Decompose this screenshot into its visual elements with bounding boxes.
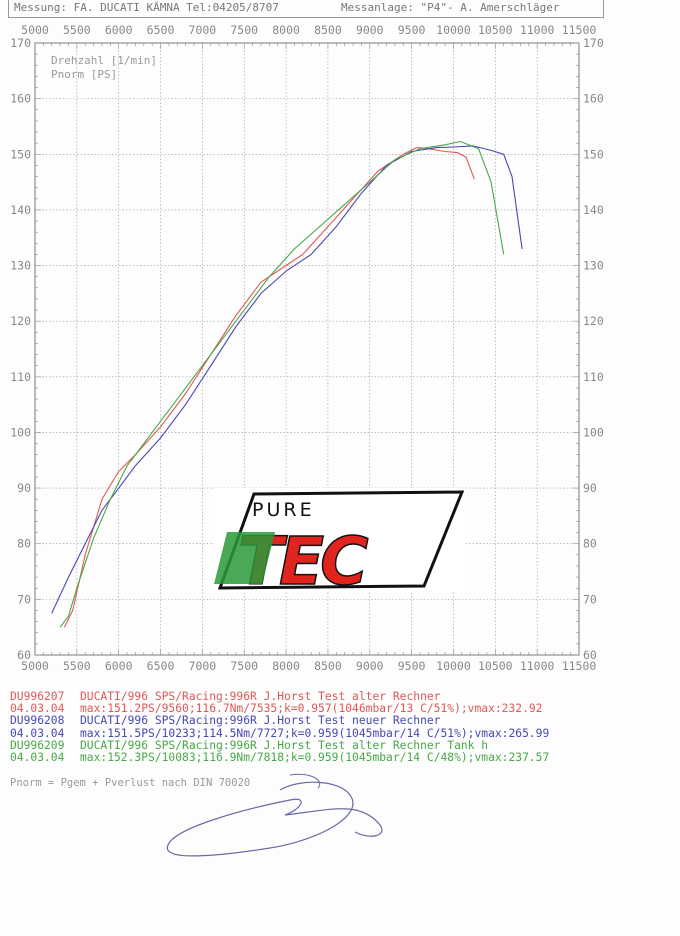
header-measurement: Messung: FA. DUCATI KÄMNA Tel:04205/8707: [14, 1, 279, 14]
logo-top-text: PURE: [252, 499, 315, 521]
x-tick-label-bottom: 9000: [356, 659, 384, 673]
y-tick-label-right: 90: [583, 481, 597, 495]
x-tick-label-bottom: 9500: [398, 659, 426, 673]
x-tick-label-top: 11500: [562, 23, 597, 37]
legend-row-title: DU996207 DUCATI/996 SPS/Racing:996R J.Hor…: [10, 690, 670, 703]
x-tick-label-bottom: 5000: [21, 659, 49, 673]
y-axis-label: Pnorm [PS]: [51, 68, 117, 81]
y-tick-label-left: 150: [10, 147, 31, 161]
x-tick-label-bottom: 7500: [230, 659, 258, 673]
x-tick-label-bottom: 8500: [314, 659, 342, 673]
x-tick-label-top: 11000: [520, 23, 555, 37]
legend-row-title: DU996209 DUCATI/996 SPS/Racing:996R J.Hor…: [10, 738, 670, 752]
legend-stats: max:151.2PS/9560;116.7Nm/7535;k=0.957(10…: [80, 702, 543, 716]
series-line-DU996209: [59, 140, 505, 628]
pure-tec-logo: PURE TEC: [214, 488, 466, 592]
y-tick-label-right: 160: [583, 92, 604, 106]
footnote: Pnorm = Pgem + Pverlust nach DIN 70020: [10, 777, 251, 789]
legend-code: DU996209: [10, 738, 65, 752]
y-tick-label-right: 170: [583, 36, 604, 50]
plot-frame: [34, 42, 580, 656]
x-tick-label-bottom: 5500: [63, 659, 91, 673]
legend-date: 04.03.04: [10, 726, 65, 740]
legend-stats: max:151.5PS/10233;114.5Nm/7727;k=0.959(1…: [80, 726, 550, 740]
y-tick-label-left: 110: [10, 370, 31, 384]
x-tick-label-top: 10000: [436, 23, 471, 37]
y-tick-label-left: 70: [17, 592, 31, 606]
legend-row-stats: 04.03.04 max:152.3PS/10083;116.9Nm/7818;k…: [10, 750, 670, 764]
y-tick-label-right: 150: [583, 147, 604, 161]
x-tick-label-top: 9500: [398, 23, 426, 37]
legend: DU996207 DUCATI/996 SPS/Racing:996R J.Hor…: [10, 690, 670, 764]
x-tick-label-top: 6000: [105, 23, 133, 37]
legend-date: 04.03.04: [10, 702, 65, 716]
x-tick-label-top: 7000: [189, 23, 217, 37]
y-tick-label-right: 80: [583, 537, 597, 551]
legend-row-stats: 04.03.04 max:151.2PS/9560;116.7Nm/7535;k=…: [10, 702, 670, 716]
legend-description: DUCATI/996 SPS/Racing:996R J.Horst Test …: [80, 738, 489, 752]
x-tick-label-bottom: 7000: [189, 659, 217, 673]
y-tick-label-right: 140: [583, 203, 604, 217]
legend-date: 04.03.04: [10, 750, 65, 764]
legend-description: DUCATI/996 SPS/Racing:996R J.Horst Test …: [80, 714, 441, 728]
y-tick-label-right: 130: [583, 259, 604, 273]
x-tick-label-bottom: 6000: [105, 659, 133, 673]
y-tick-label-left: 120: [10, 314, 31, 328]
series-line-DU996208: [51, 145, 523, 614]
signature: [166, 773, 383, 857]
y-tick-label-left: 130: [10, 259, 31, 273]
x-tick-label-top: 5500: [63, 23, 91, 37]
legend-code: DU996208: [10, 714, 65, 728]
x-tick-label-top: 8000: [272, 23, 300, 37]
y-tick-label-right: 100: [583, 425, 604, 439]
dyno-chart: 5000 5000 5500 5500 6000 6000 6500 6500 7000 7000…: [10, 23, 604, 673]
y-tick-label-right: 70: [583, 592, 597, 606]
x-tick-label-bottom: 8000: [272, 659, 300, 673]
x-tick-label-top: 5000: [21, 23, 49, 37]
legend-code: DU996207: [10, 690, 65, 703]
x-tick-label-bottom: 6500: [147, 659, 175, 673]
x-tick-label-top: 8500: [314, 23, 342, 37]
y-tick-label-left: 140: [10, 203, 31, 217]
x-tick-label-top: 6500: [147, 23, 175, 37]
header-test-rig: Messanlage: "P4"- A. Amerschläger: [341, 1, 560, 14]
x-axis-label: Drehzahl [1/min]: [51, 54, 157, 67]
x-tick-label-top: 10500: [478, 23, 513, 37]
y-tick-label-left: 80: [17, 537, 31, 551]
legend-stats: max:152.3PS/10083;116.9Nm/7818;k=0.959(1…: [80, 750, 550, 764]
x-tick-label-top: 9000: [356, 23, 384, 37]
y-tick-label-right: 60: [583, 648, 597, 662]
y-tick-label-left: 60: [17, 648, 31, 662]
y-tick-label-right: 120: [583, 314, 604, 328]
series-line-DU996207: [63, 147, 475, 628]
legend-row-title: DU996208 DUCATI/996 SPS/Racing:996R J.Hor…: [10, 715, 670, 727]
x-tick-label-top: 7500: [230, 23, 258, 37]
x-tick-label-bottom: 11000: [520, 659, 555, 673]
legend-description: DUCATI/996 SPS/Racing:996R J.Horst Test …: [80, 690, 441, 703]
y-tick-label-right: 110: [583, 370, 604, 384]
y-tick-label-left: 160: [10, 92, 31, 106]
measurement-header: Messung: FA. DUCATI KÄMNA Tel:04205/8707…: [8, 0, 604, 18]
x-tick-label-bottom: 11500: [562, 659, 597, 673]
y-tick-label-left: 90: [17, 481, 31, 495]
y-tick-label-left: 100: [10, 425, 31, 439]
x-tick-label-bottom: 10500: [478, 659, 513, 673]
legend-row-stats: 04.03.04 max:151.5PS/10233;114.5Nm/7727;k…: [10, 726, 670, 740]
y-tick-label-left: 170: [10, 36, 31, 50]
x-tick-label-bottom: 10000: [436, 659, 471, 673]
